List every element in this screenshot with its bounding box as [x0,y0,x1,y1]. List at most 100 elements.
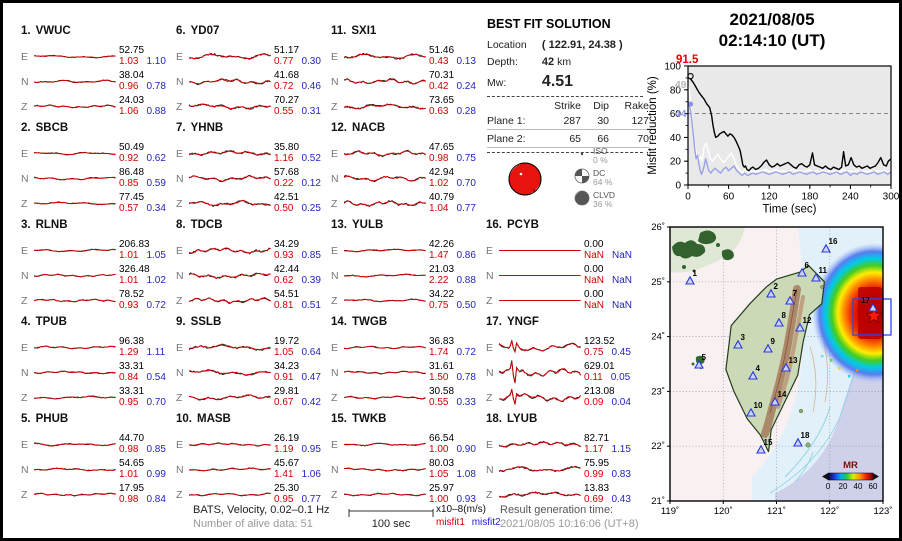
peak-amplitude: 52.75 [119,45,145,56]
misfit1-value: 1.02 [429,177,449,189]
waveform [344,248,426,253]
misfit2-value: 0.50 [456,299,476,311]
component-label: N [176,75,184,88]
depth-label: Depth: [487,56,518,68]
trace-values: 80.03 1.05 1.08 [429,458,476,480]
misfit1-legend: misfit1 [436,516,465,528]
waveform [189,103,271,111]
map-station-number: 6 [805,261,810,270]
plane1-rake: 127 [609,115,649,130]
misfit1-value: 1.50 [429,371,449,383]
waveform [344,370,426,375]
misfit2-value: 0.59 [146,177,166,189]
trace-row: E 0.00 NaN NaN [486,238,638,263]
iso-icon [573,145,593,168]
trace-row: N 31.61 1.50 0.78 [331,360,483,385]
waveform [499,440,581,448]
trace-values: 45.67 1.41 1.06 [274,458,321,480]
trace-row: N 629.01 0.11 0.05 [486,360,638,385]
misfit2-value: 0.88 [456,274,476,286]
misfit2-value: 0.99 [146,468,166,480]
trace-row: Z 17.95 0.98 0.84 [21,482,173,507]
misfit1-value: 0.93 [119,299,139,311]
waveform [189,492,271,497]
misfit2-value: 0.72 [146,299,166,311]
trace-row: Z 77.45 0.57 0.34 [21,191,173,216]
trace-values: 31.61 1.50 0.78 [429,361,476,383]
misfit1-value: 0.77 [274,55,294,67]
trace-values: 82.71 1.17 1.15 [584,433,631,455]
map-station-number: 5 [702,353,707,362]
misfit-curve-secondary [687,83,892,174]
peak-amplitude: 24.03 [119,95,145,106]
station-header: 12. NACB [331,122,483,138]
waveform [499,360,581,384]
depth-value: 42 [541,56,555,68]
decomposition-percent: 36 % [593,199,613,209]
station-number: 14. [331,316,347,328]
tertiary-start-marker [687,101,694,107]
y-tick-label: 60 [670,109,682,120]
station-block: 16. PCYB E 0.00 NaN NaN N 0.00 NaN NaN Z 0.00 NaN NaN [486,219,638,313]
peak-amplitude: 82.71 [584,433,610,444]
misfit1-value: 0.43 [429,55,449,67]
misfit1-value: 2.22 [429,274,449,286]
solution-location: Location ( 122.91, 24.38 ) [487,39,655,51]
station-header: 4. TPUB [21,316,173,332]
y-tick-label: 80 [670,85,682,96]
misfit2-value: 0.25 [301,202,321,214]
focal-mechanism-beachball-icon [501,155,549,208]
trace-row: N 0.00 NaN NaN [486,263,638,288]
station-number: 3. [21,219,31,231]
decomposition-name: ISO [593,146,608,156]
peak-amplitude: 86.48 [119,167,145,178]
trace-values: 78.52 0.93 0.72 [119,289,166,311]
lat-tick-label: 24˚ [651,332,665,343]
map-station-number: 15 [764,438,773,447]
dc-icon [573,167,593,190]
peak-amplitude: 42.44 [274,264,300,275]
station-number: 10. [176,413,192,425]
trace-row: E 51.17 0.77 0.30 [176,44,328,69]
station-block: 8. TDCB E 34.29 0.93 0.85 N 42.44 0.62 0.39 Z 54.51… [176,219,328,313]
waveform [189,467,271,472]
station-block: 10. MASB E 26.19 1.19 0.95 N 45.67 1.41 1.06 Z 25.3… [176,413,328,507]
peak-amplitude: 96.38 [119,336,145,347]
trace-values: 42.94 1.02 0.70 [429,167,476,189]
trace-values: 38.04 0.96 0.78 [119,70,166,92]
moment-decomposition-list: ISO 0 % DC 64 % CLVD 36 % [573,145,615,211]
synthetic-trace [189,297,271,304]
synthetic-trace [344,395,426,400]
footer-data-info: BATS, Velocity, 0.02–0.1 Hz Number of al… [193,504,330,531]
trace-row: E 44.70 0.98 0.85 [21,432,173,457]
synthetic-trace [344,298,426,303]
synthetic-trace [189,492,271,497]
waveform [499,300,581,301]
map-station-number: 11 [819,266,828,275]
misfit2-value: 1.15 [611,443,631,455]
decomposition-percent: 64 % [593,177,613,187]
trace-row: E 52.75 1.03 1.10 [21,44,173,69]
misfit1-value: 1.74 [429,346,449,358]
trace-values: 47.65 0.98 0.75 [429,142,476,164]
map-station-marker [733,339,743,349]
trace-values: 77.45 0.57 0.34 [119,192,166,214]
peak-amplitude: 629.01 [584,361,615,372]
misfit1-value: 0.72 [274,80,294,92]
peak-amplitude: 54.65 [119,458,145,469]
waveform [189,247,271,255]
map-station-number: 12 [803,316,812,325]
synthetic-trace [34,395,116,400]
station-name: SBCB [35,122,69,134]
map-station-marker [748,370,758,380]
peak-amplitude: 33.31 [119,386,145,397]
amplitude-legend: x10–8(m/s) misfit1 misfit2 [436,504,501,529]
trace-row: E 206.83 1.01 1.05 [21,238,173,263]
component-label: Z [331,197,338,210]
trace-values: 25.30 0.95 0.77 [274,483,321,505]
misfit1-value: 1.00 [429,493,449,505]
peak-amplitude: 54.51 [274,289,300,300]
colorbar-tick-label: 60 [869,482,878,491]
component-label: E [21,50,29,63]
trace-row: E 19.72 1.05 0.64 [176,335,328,360]
